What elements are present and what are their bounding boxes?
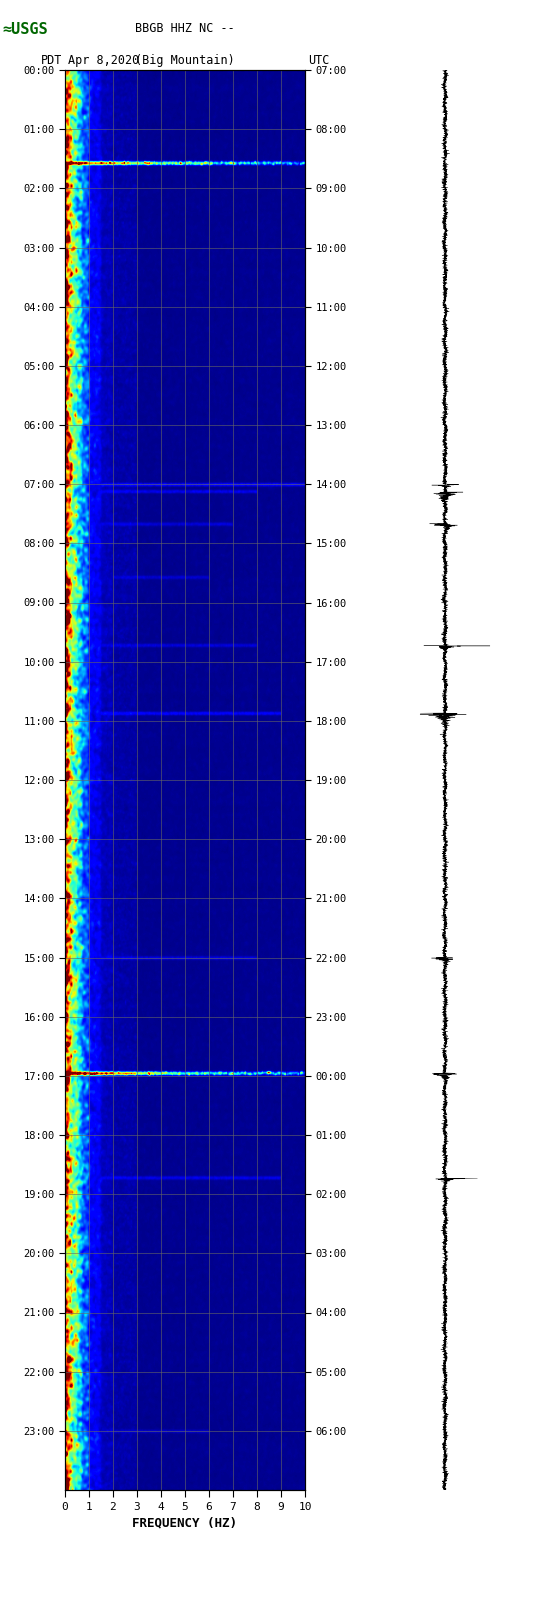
Text: Apr 8,2020: Apr 8,2020 — [68, 53, 139, 66]
Text: PDT: PDT — [41, 53, 62, 66]
X-axis label: FREQUENCY (HZ): FREQUENCY (HZ) — [132, 1516, 237, 1529]
Text: (Big Mountain): (Big Mountain) — [135, 53, 235, 66]
Text: ≈USGS: ≈USGS — [3, 21, 49, 37]
Text: BBGB HHZ NC --: BBGB HHZ NC -- — [135, 21, 235, 34]
Text: UTC: UTC — [308, 53, 329, 66]
